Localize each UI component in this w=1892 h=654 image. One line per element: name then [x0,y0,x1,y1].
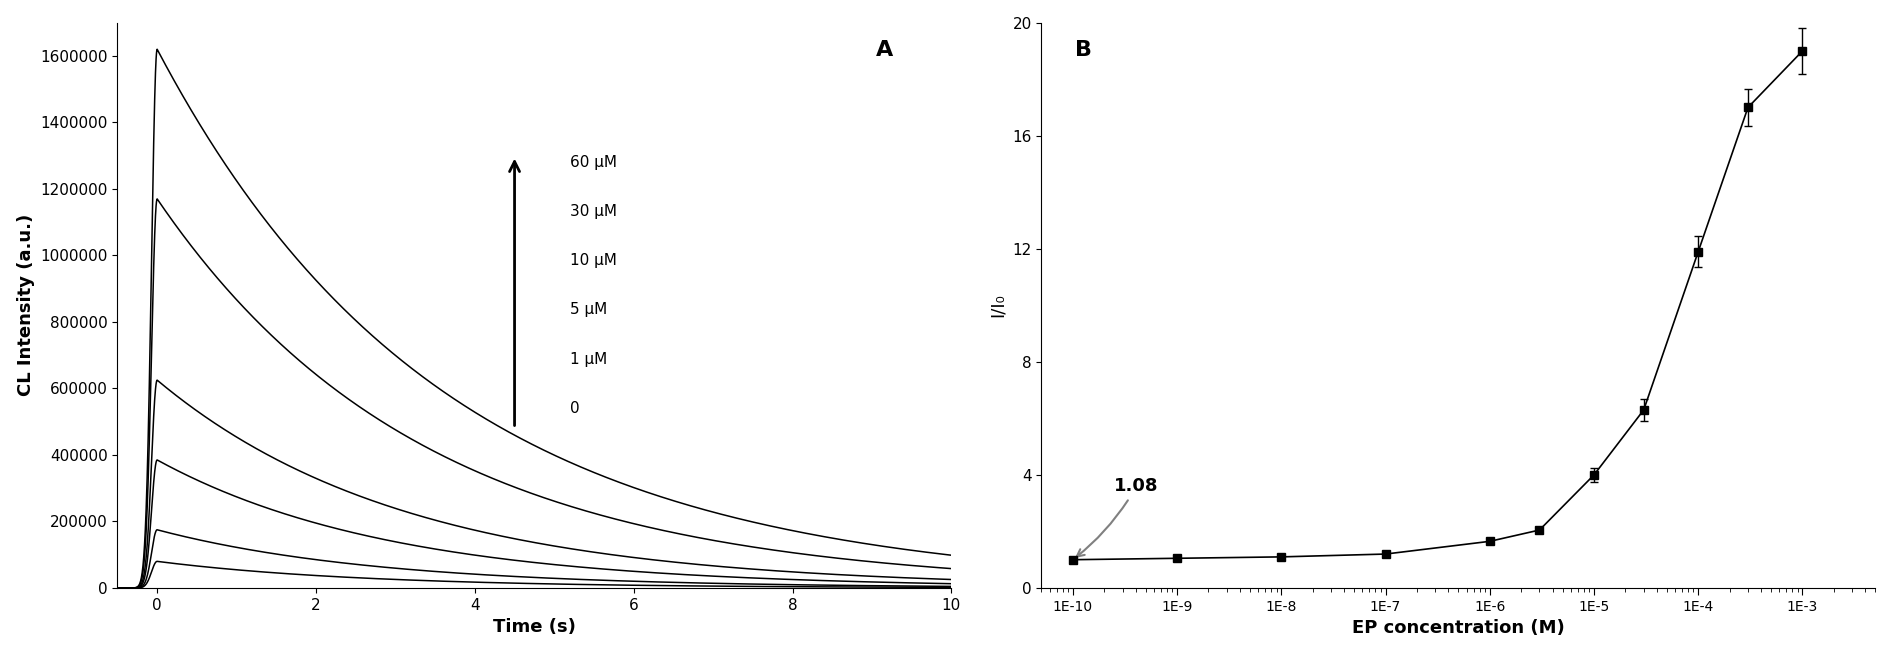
Text: 1.08: 1.08 [1077,477,1158,557]
Y-axis label: I/I₀: I/I₀ [990,294,1007,317]
Text: 30 μM: 30 μM [569,204,617,219]
Text: 5 μM: 5 μM [569,302,607,317]
Text: 1 μM: 1 μM [569,352,607,367]
X-axis label: Time (s): Time (s) [494,618,575,636]
Text: 0: 0 [569,401,579,416]
X-axis label: EP concentration (M): EP concentration (M) [1353,619,1565,638]
Text: A: A [876,40,893,60]
Text: B: B [1075,40,1092,60]
Text: 60 μM: 60 μM [569,155,617,170]
Text: 10 μM: 10 μM [569,253,617,268]
Y-axis label: CL Intensity (a.u.): CL Intensity (a.u.) [17,215,34,396]
